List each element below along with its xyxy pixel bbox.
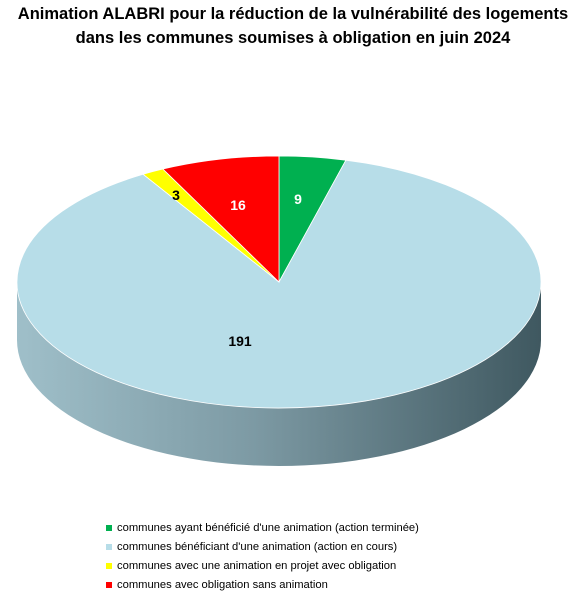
legend-label-4: communes avec obligation sans animation [117, 578, 328, 591]
pie-side-wall [17, 282, 541, 466]
legend-item-2: communes bénéficiant d'une animation (ac… [106, 537, 419, 556]
pie-slices-group [16, 155, 542, 409]
legend-label-1: communes ayant bénéficié d'une animation… [117, 521, 419, 534]
legend-label-2: communes bénéficiant d'une animation (ac… [117, 540, 398, 553]
chart-title-line-2: dans les communes soumises à obligation … [75, 29, 511, 47]
legend-swatch-4 [106, 581, 112, 588]
pie-side-group [17, 282, 541, 466]
pie-labels-group: 9 191 3 16 [172, 187, 302, 349]
pie-slice-4 [162, 155, 280, 283]
legend-item-3: communes avec une animation en projet av… [106, 556, 419, 575]
chart-title-line-1: Animation ALABRI pour la réduction de la… [17, 5, 569, 23]
pie-data-label-2: 191 [228, 333, 252, 349]
legend-label-3: communes avec une animation en projet av… [117, 559, 397, 572]
pie-data-label-4: 16 [230, 197, 246, 213]
legend-swatch-2 [106, 543, 112, 550]
legend-item-4: communes avec obligation sans animation [106, 575, 419, 594]
legend-swatch-1 [106, 524, 112, 531]
legend-item-1: communes ayant bénéficié d'une animation… [106, 518, 419, 537]
pie-data-label-1: 9 [294, 191, 302, 207]
pie-data-label-3: 3 [172, 187, 180, 203]
legend: communes ayant bénéficié d'une animation… [106, 518, 419, 594]
legend-swatch-3 [106, 562, 112, 569]
pie-slice-2 [16, 159, 542, 409]
chart-title: Animation ALABRI pour la réduction de la… [0, 2, 586, 50]
